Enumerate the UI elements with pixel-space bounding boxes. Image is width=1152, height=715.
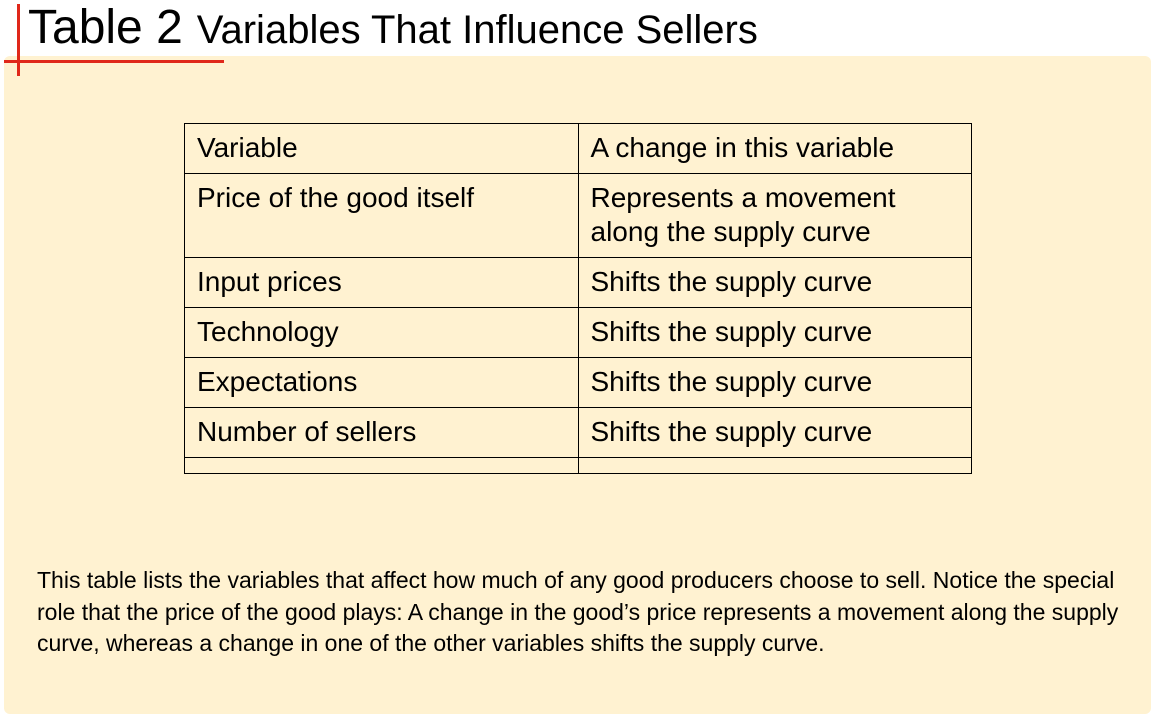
table-row: Input prices Shifts the supply curve [184,257,972,308]
page-title: Table 2 Variables That Influence Sellers [28,2,758,65]
table-cell: Represents a movement along the supply c… [577,173,972,258]
table-caption: This table lists the variables that affe… [37,567,1119,656]
accent-horizontal-line [4,60,224,63]
header-cell-change: A change in this variable [577,123,972,174]
table-cell: Shifts the supply curve [577,307,972,358]
table-row: Technology Shifts the supply curve [184,307,972,358]
accent-vertical-line [17,4,20,76]
table-cell: Price of the good itself [184,173,579,258]
header-cell-variable: Variable [184,123,579,174]
table-cell [577,457,972,474]
table-cell: Input prices [184,257,579,308]
table-title: Variables That Influence Sellers [196,8,758,52]
table-cell [184,457,579,474]
variables-table: Variable A change in this variable Price… [184,123,972,474]
table-row: Number of sellers Shifts the supply curv… [184,407,972,458]
table-cell: Expectations [184,357,579,408]
table-header-row: Variable A change in this variable [184,123,972,174]
table-cell: Technology [184,307,579,358]
table-cell: Shifts the supply curve [577,407,972,458]
table-cell: Number of sellers [184,407,579,458]
table-row: Expectations Shifts the supply curve [184,357,972,408]
table-cell: Shifts the supply curve [577,257,972,308]
table-row: Price of the good itself Represents a mo… [184,173,972,258]
table-row [184,457,972,474]
table-cell: Shifts the supply curve [577,357,972,408]
table-number: Table 2 [28,1,183,54]
